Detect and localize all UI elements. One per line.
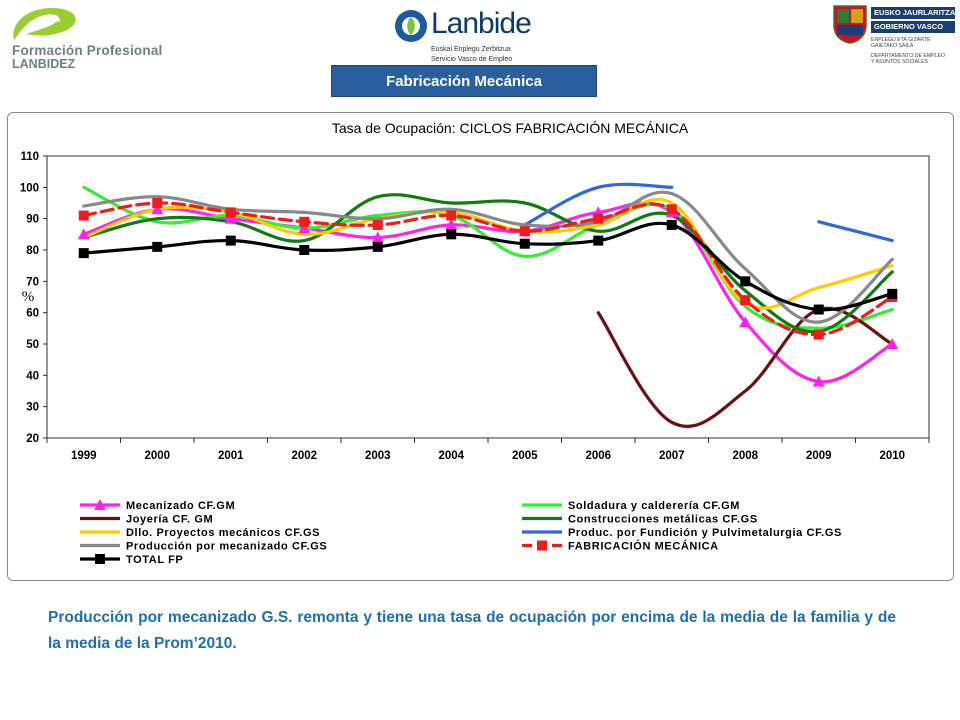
x-tick-label: 2002 bbox=[291, 450, 317, 462]
y-tick-label: 30 bbox=[26, 402, 39, 414]
series-0-point bbox=[298, 222, 311, 234]
legend-label: Joyería CF. GM bbox=[126, 514, 213, 526]
x-tick-label: 2004 bbox=[438, 450, 464, 462]
legend-label: TOTAL FP bbox=[126, 554, 183, 566]
series-8-point bbox=[446, 229, 457, 240]
legend-label: Dllo. Proyectos mecánicos CF.GS bbox=[126, 527, 320, 539]
series-8-point bbox=[152, 241, 163, 252]
coat-of-arms-icon bbox=[833, 5, 867, 44]
y-tick-label: 90 bbox=[26, 214, 39, 226]
chart-frame: Tasa de Ocupación: CICLOS FABRICACIÓN ME… bbox=[7, 112, 954, 581]
legend-label: Mecanizado CF.GM bbox=[126, 500, 235, 512]
series-7-point bbox=[299, 216, 310, 227]
series-0-point bbox=[77, 228, 90, 240]
x-tick-label: 2010 bbox=[879, 450, 905, 462]
x-tick-label: 2008 bbox=[732, 450, 758, 462]
y-tick-label: 40 bbox=[26, 370, 39, 382]
series-2-line bbox=[596, 306, 894, 428]
gv-dept-line2: GAIETAKO SAILA bbox=[871, 43, 914, 49]
series-8-point bbox=[299, 245, 310, 255]
gv-dept-line3: DEPARTAMENTO DE EMPLEO bbox=[871, 53, 945, 59]
series-8-point bbox=[887, 288, 898, 299]
y-tick-label: 60 bbox=[26, 308, 39, 320]
x-axis: 1999 2000 2001 2002 2003 2004 2005 2006 2007 2008… bbox=[46, 438, 930, 462]
series-0-point bbox=[812, 375, 825, 387]
commentary-text: Producción por mecanizado G.S. remonta y… bbox=[48, 609, 896, 652]
series-8-point bbox=[666, 219, 677, 230]
x-tick-label: 2006 bbox=[585, 450, 611, 462]
x-tick-label: 2003 bbox=[365, 450, 391, 462]
x-tick-label: 2000 bbox=[144, 450, 170, 462]
series-8-point bbox=[593, 235, 604, 246]
series-7-point bbox=[519, 226, 530, 237]
series-7-point bbox=[666, 204, 677, 215]
gv-bar-eusko: EUSKO JAURLARITZA bbox=[871, 7, 955, 19]
series-0-point bbox=[371, 231, 384, 243]
series-8-point bbox=[813, 304, 824, 315]
gv-dept-line4: Y ASUNTOS SOCIALES bbox=[871, 59, 928, 65]
y-tick-label: 20 bbox=[26, 433, 39, 445]
series-8-point bbox=[372, 241, 383, 252]
lanbide-subtitle-eu: Euskal Enplegu Zerbitzua bbox=[431, 46, 511, 53]
y-tick-label: 110 bbox=[20, 151, 39, 163]
y-tick-label: 80 bbox=[26, 245, 39, 257]
series-0-point bbox=[151, 203, 164, 215]
occupancy-line-chart: Tasa de Ocupación: CICLOS FABRICACIÓN ME… bbox=[20, 120, 930, 566]
series-0-point bbox=[739, 316, 752, 328]
gobierno-vasco-logo: EUSKO JAURLARITZA GOBIERNO VASCO ENPLEGU… bbox=[831, 2, 956, 72]
legend-marker bbox=[537, 540, 547, 551]
y-axis: 20 30 40 50 60 70 80 90 100 110 bbox=[20, 151, 47, 445]
series-8-point bbox=[740, 276, 751, 287]
series-7-point bbox=[593, 213, 604, 224]
y-tick-label: 70 bbox=[26, 276, 39, 288]
formacion-profesional-logo: Formación Profesional LANBIDEZ bbox=[4, 2, 179, 72]
legend-label: Construcciones metálicas CF.GS bbox=[568, 514, 758, 526]
gv-dept-line1: ENPLEGU ETA GIZARTE bbox=[871, 37, 931, 43]
series-7-point bbox=[78, 210, 89, 221]
series-8-point bbox=[225, 235, 236, 246]
chart-title: Tasa de Ocupación: CICLOS FABRICACIÓN ME… bbox=[332, 120, 689, 136]
series-0-point bbox=[224, 212, 237, 224]
y-tick-label: 50 bbox=[26, 339, 39, 351]
legend-label: Producción por mecanizado CF.GS bbox=[126, 541, 327, 553]
series-0-point bbox=[886, 338, 899, 349]
x-tick-label: 2001 bbox=[218, 450, 244, 462]
series-8-point bbox=[519, 238, 530, 249]
x-tick-label: 1999 bbox=[71, 450, 97, 462]
x-tick-label: 2007 bbox=[659, 450, 685, 462]
y-tick-label: 100 bbox=[20, 182, 39, 194]
legend-marker bbox=[95, 554, 105, 564]
fp-swoosh-icon bbox=[13, 8, 76, 40]
legend: Mecanizado CF.GM Soldadura y calderería C… bbox=[80, 499, 842, 566]
series-5-line-early bbox=[523, 182, 674, 227]
series-7-point bbox=[372, 219, 383, 230]
x-tick-label: 2005 bbox=[512, 450, 538, 462]
x-tick-label: 2009 bbox=[806, 450, 832, 462]
lanbide-logo: Lanbide Euskal Enplegu Zerbitzua Servici… bbox=[394, 5, 554, 65]
legend-label: Soldadura y calderería CF.GM bbox=[568, 500, 740, 512]
series-7-point bbox=[813, 329, 824, 340]
legend-label: Produc. por Fundición y Pulvimetalurgia … bbox=[568, 527, 842, 539]
series-7-point bbox=[740, 295, 751, 306]
series-7-point bbox=[152, 198, 163, 208]
lanbide-name: Lanbide bbox=[431, 7, 532, 40]
lanbide-emblem-icon bbox=[395, 10, 427, 42]
fp-logo-line1: Formación Profesional bbox=[12, 43, 163, 58]
lanbide-subtitle-es: Servicio Vasco de Empleo bbox=[431, 56, 513, 63]
series-layer bbox=[77, 182, 899, 428]
series-7-point bbox=[446, 210, 457, 221]
series-0-point bbox=[445, 218, 458, 230]
series-7-point bbox=[225, 207, 236, 218]
series-5-line bbox=[817, 220, 894, 243]
section-title: Fabricación Mecánica bbox=[331, 65, 597, 97]
legend-marker bbox=[94, 499, 106, 510]
legend-label: FABRICACIÓN MECÁNICA bbox=[568, 540, 719, 553]
series-8-point bbox=[78, 248, 89, 259]
fp-logo-line2: LANBIDEZ bbox=[12, 57, 76, 71]
gv-bar-gobierno: GOBIERNO VASCO bbox=[871, 21, 955, 33]
y-axis-label: % bbox=[22, 289, 35, 305]
